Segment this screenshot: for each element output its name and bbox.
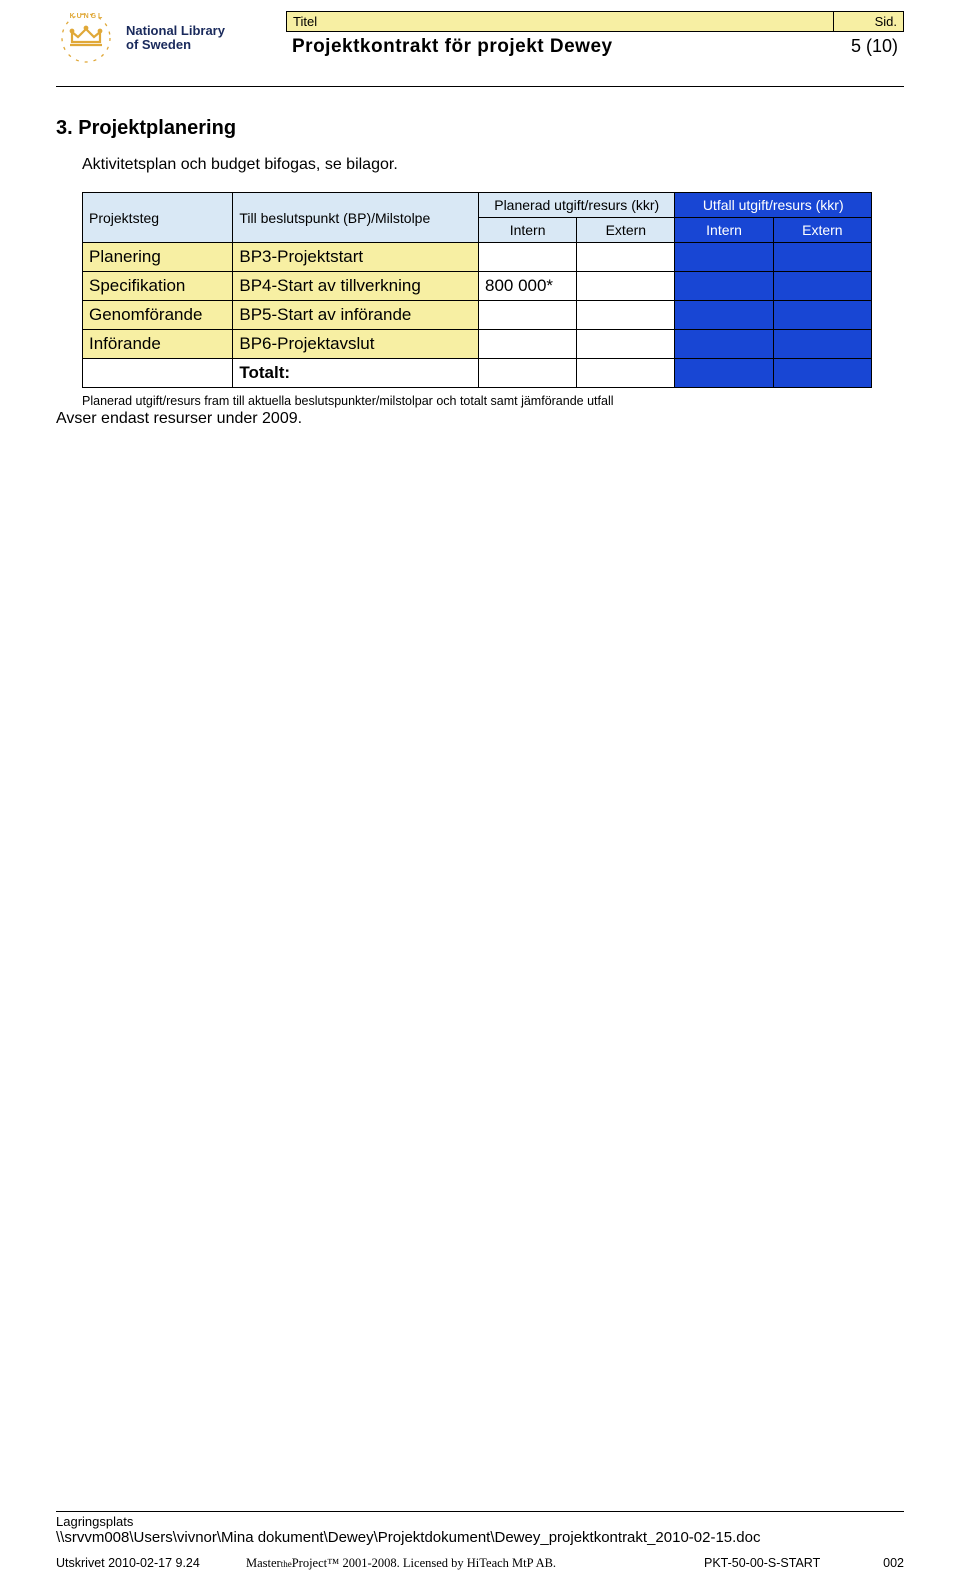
svg-text:K U N G L: K U N G L: [70, 13, 103, 20]
th-extern-1: Extern: [577, 218, 675, 243]
th-beslutspunkt: Till beslutspunkt (BP)/Milstolpe: [233, 193, 479, 243]
doc-code: PKT-50-00-S-START: [704, 1556, 864, 1570]
license-text: MastertheProject™ 2001-2008. Licensed by…: [246, 1556, 704, 1571]
storage-label: Lagringsplats: [56, 1514, 904, 1529]
page-label: Sid.: [834, 11, 904, 32]
page-number: 5 (10): [834, 32, 904, 62]
crown-emblem-icon: K U N G L: [56, 8, 116, 68]
th-intern-2: Intern: [675, 218, 773, 243]
table-row: Specifikation BP4-Start av tillverkning …: [83, 272, 872, 301]
doc-revision: 002: [864, 1556, 904, 1570]
th-planerad: Planerad utgift/resurs (kkr): [478, 193, 674, 218]
th-intern-1: Intern: [478, 218, 576, 243]
section-subtext: Aktivitetsplan och budget bifogas, se bi…: [82, 156, 904, 174]
content: 3. Projektplanering Aktivitetsplan och b…: [0, 87, 960, 428]
table-row: Genomförande BP5-Start av införande: [83, 301, 872, 330]
header-title-block: Titel Sid. Projektkontrakt för projekt D…: [286, 8, 904, 62]
library-name-line2: of Sweden: [126, 38, 225, 52]
project-steps-table: Projektsteg Till beslutspunkt (BP)/Milst…: [82, 192, 872, 388]
printed-at: Utskrivet 2010-02-17 9.24: [56, 1556, 246, 1570]
section-heading: 3. Projektplanering: [56, 117, 904, 140]
th-extern-2: Extern: [773, 218, 871, 243]
table-footnote2: Avser endast resurser under 2009.: [56, 410, 904, 428]
page-header: K U N G L National Library of Sweden Tit…: [0, 0, 960, 68]
document-title: Projektkontrakt för projekt Dewey: [286, 32, 834, 62]
th-projektsteg: Projektsteg: [83, 193, 233, 243]
logo-block: K U N G L National Library of Sweden: [56, 8, 286, 68]
library-name: National Library of Sweden: [126, 24, 225, 53]
table-row: Införande BP6-Projektavslut: [83, 330, 872, 359]
footer-meta-row: Utskrivet 2010-02-17 9.24 MastertheProje…: [56, 1556, 904, 1571]
footer-divider: [56, 1511, 904, 1512]
page-footer: Lagringsplats \\srvvm008\Users\vivnor\Mi…: [0, 1511, 960, 1571]
table-footnote: Planerad utgift/resurs fram till aktuell…: [82, 394, 904, 408]
storage-path: \\srvvm008\Users\vivnor\Mina dokument\De…: [56, 1529, 904, 1546]
table-wrapper: Projektsteg Till beslutspunkt (BP)/Milst…: [82, 192, 904, 388]
table-row: Planering BP3-Projektstart: [83, 243, 872, 272]
title-label: Titel: [286, 11, 834, 32]
table-row-total: Totalt:: [83, 359, 872, 388]
page: K U N G L National Library of Sweden Tit…: [0, 0, 960, 1591]
th-utfall: Utfall utgift/resurs (kkr): [675, 193, 872, 218]
library-name-line1: National Library: [126, 24, 225, 38]
